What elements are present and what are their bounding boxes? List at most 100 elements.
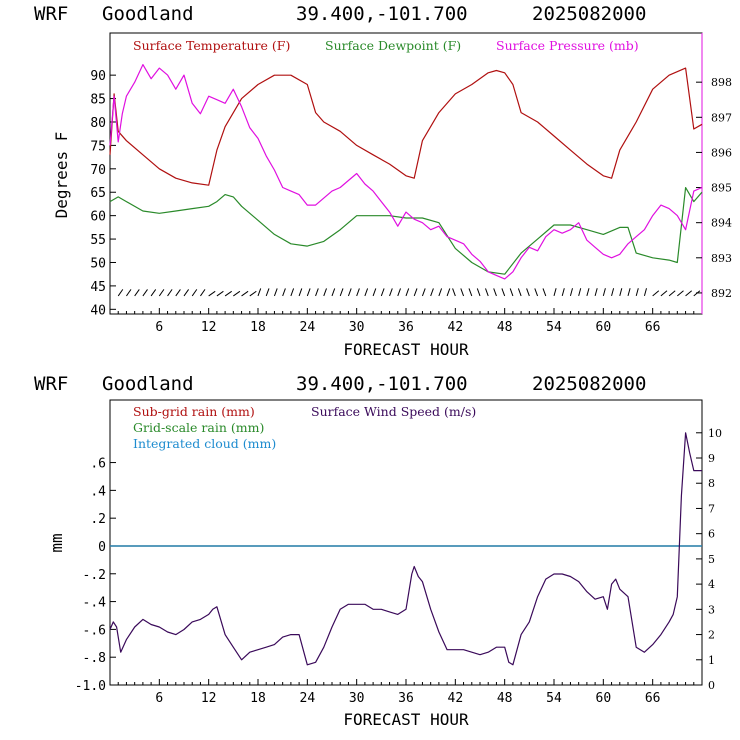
bottom-x-tick-label: 48 <box>497 691 513 706</box>
top-y2-tick-label: 894 <box>711 217 732 230</box>
bottom-x-axis-label: FORECAST HOUR <box>343 710 469 729</box>
bottom-x-tick-label: 18 <box>250 691 266 706</box>
bottom-y2-tick-label: 9 <box>708 452 715 465</box>
top-x-ticks: 6 12 18 24 30 36 42 48 54 60 66 <box>117 308 695 335</box>
top-series-group <box>109 63 703 280</box>
wind-barb <box>421 288 426 297</box>
wind-barb <box>208 290 216 297</box>
legend-surface-pressure: Surface Pressure (mb) <box>496 38 639 53</box>
bottom-y-ticks: -1.0 -.8 -.6 -.4 -.2 0 .2 .4 .6 <box>75 457 116 694</box>
bottom-y2-tick-label: 3 <box>708 603 715 616</box>
wind-barb <box>468 288 473 297</box>
top-y-tick-label: 80 <box>90 116 106 131</box>
top-x-tick-label: 12 <box>201 320 217 335</box>
top-x-tick-label: 66 <box>645 320 661 335</box>
bottom-y-tick-label: .2 <box>90 512 106 527</box>
top-x-tick-label: 6 <box>155 320 163 335</box>
wind-barb <box>430 288 434 297</box>
wind-barb <box>282 288 286 297</box>
top-x-tick-label: 42 <box>448 320 464 335</box>
legend-sub-grid-rain: Sub-grid rain (mm) <box>133 404 255 419</box>
wind-barb <box>668 290 676 297</box>
wind-barb <box>578 288 582 297</box>
top-y2-ticks: 892 893 894 895 896 897 898 <box>696 76 732 300</box>
top-x-tick-label: 60 <box>596 320 612 335</box>
legend-grid-scale-rain: Grid-scale rain (mm) <box>133 420 264 435</box>
top-y2-tick-label: 897 <box>711 111 732 124</box>
top-y-tick-label: 50 <box>90 256 106 271</box>
top-title-coords: 39.400,-101.700 <box>296 3 468 25</box>
wind-barb <box>339 288 344 297</box>
bottom-y2-tick-label: 5 <box>708 553 715 566</box>
wind-barb <box>290 288 295 297</box>
legend-surface-wind-speed: Surface Wind Speed (m/s) <box>311 404 476 419</box>
wind-barb <box>493 288 497 297</box>
wind-barb <box>509 288 514 297</box>
wind-barb <box>586 288 590 297</box>
wind-barb <box>331 288 336 297</box>
wind-barb <box>158 289 165 297</box>
wind-barb <box>652 290 660 297</box>
wind-barb <box>485 288 489 297</box>
top-series-surface-dewpoint <box>109 187 703 275</box>
wind-barb <box>693 290 701 297</box>
bottom-y-tick-label: 0 <box>98 540 106 555</box>
wind-barb <box>452 288 456 297</box>
top-title-run: 2025082000 <box>532 3 646 25</box>
bottom-y-tick-label: -1.0 <box>75 679 106 694</box>
wind-barb <box>476 288 481 297</box>
wind-barb <box>191 289 198 297</box>
wind-barb <box>438 288 443 297</box>
bottom-x-tick-label: 42 <box>448 691 464 706</box>
wind-barb <box>553 288 557 297</box>
wind-barb <box>183 289 190 297</box>
bottom-x-tick-label: 36 <box>398 691 414 706</box>
wind-barb <box>602 288 606 297</box>
wind-barb <box>306 288 311 297</box>
wind-barb <box>364 288 369 297</box>
bottom-x-tick-label: 66 <box>645 691 661 706</box>
wind-barb <box>126 289 132 297</box>
top-y-axis-label: Degrees F <box>52 132 71 219</box>
bottom-x-tick-label: 6 <box>155 691 163 706</box>
top-y-tick-label: 90 <box>90 69 106 84</box>
wind-barb <box>569 288 573 297</box>
wind-barb <box>660 290 668 297</box>
top-y2-tick-label: 896 <box>711 146 732 159</box>
bottom-y2-tick-label: 4 <box>708 578 715 591</box>
bottom-y2-tick-label: 0 <box>708 679 715 692</box>
top-y-tick-label: 60 <box>90 210 106 225</box>
top-y-tick-label: 40 <box>90 303 106 318</box>
wind-barb <box>685 290 693 297</box>
bottom-title-run: 2025082000 <box>532 373 646 395</box>
wind-barb <box>594 288 598 297</box>
bottom-y-tick-label: .6 <box>90 457 106 472</box>
wind-barb <box>134 289 140 297</box>
top-y-ticks: 40 45 50 55 60 65 70 75 80 85 90 <box>90 69 116 318</box>
top-x-tick-label: 36 <box>398 320 414 335</box>
bottom-x-tick-label: 60 <box>596 691 612 706</box>
wind-barb <box>142 289 148 297</box>
wind-barbs-row <box>117 288 701 297</box>
bottom-x-tick-label: 30 <box>349 691 365 706</box>
top-x-tick-label: 54 <box>546 320 562 335</box>
top-y-tick-label: 75 <box>90 139 106 154</box>
bottom-y2-tick-label: 8 <box>708 477 715 490</box>
wind-barb <box>561 288 565 297</box>
bottom-x-ticks: 6 12 18 24 30 36 42 48 54 60 66 <box>117 679 695 706</box>
wind-barb <box>200 289 206 297</box>
top-y2-tick-label: 892 <box>711 287 732 300</box>
wind-barb <box>611 288 615 297</box>
bottom-x-tick-label: 24 <box>300 691 316 706</box>
wind-barb <box>397 288 401 297</box>
wind-barb <box>175 289 181 297</box>
wind-barb <box>347 288 352 297</box>
bottom-y2-tick-label: 6 <box>708 528 715 541</box>
wind-barb <box>315 288 319 297</box>
wind-barb <box>216 290 224 297</box>
bottom-y2-tick-label: 7 <box>708 502 715 515</box>
wind-barb <box>167 289 173 297</box>
top-y-tick-label: 65 <box>90 186 106 201</box>
bottom-y2-ticks: 0 1 2 3 4 5 6 7 8 9 10 <box>696 427 722 692</box>
